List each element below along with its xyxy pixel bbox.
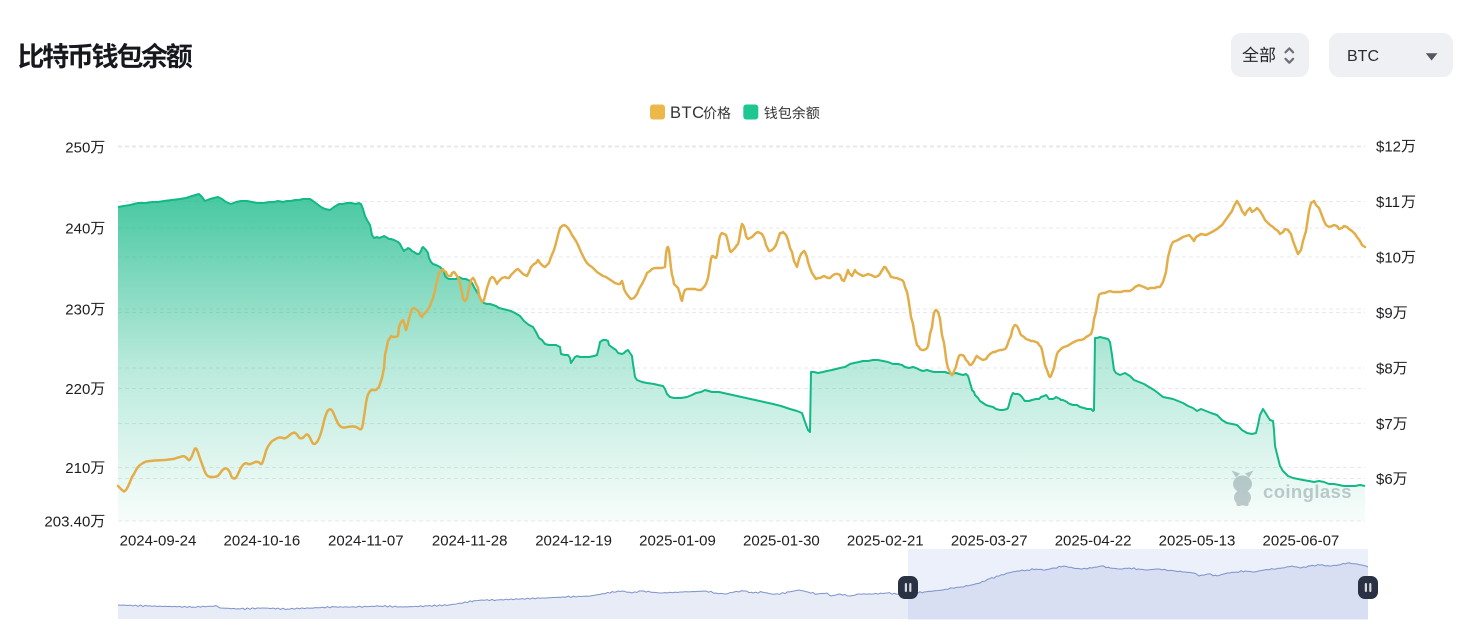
svg-text:2025-01-30: 2025-01-30 <box>743 533 820 550</box>
svg-text:240: 240 <box>65 220 90 237</box>
svg-text:$11: $11 <box>1376 194 1400 211</box>
svg-text:2024-11-07: 2024-11-07 <box>328 533 404 550</box>
svg-text:210: 210 <box>65 460 90 477</box>
svg-text:$8: $8 <box>1376 360 1393 377</box>
svg-text:$9: $9 <box>1376 305 1393 322</box>
svg-text:230: 230 <box>65 301 90 318</box>
svg-text:$10: $10 <box>1376 249 1401 266</box>
svg-text:2024-12-19: 2024-12-19 <box>535 533 612 550</box>
svg-text:2024-10-16: 2024-10-16 <box>224 533 301 550</box>
svg-text:2025-06-07: 2025-06-07 <box>1263 533 1340 550</box>
svg-text:2024-09-24: 2024-09-24 <box>120 533 197 550</box>
svg-text:BTC: BTC <box>670 104 705 122</box>
svg-text:250: 250 <box>65 139 90 156</box>
svg-text:2025-02-21: 2025-02-21 <box>847 533 924 550</box>
svg-text:$12: $12 <box>1376 138 1401 155</box>
svg-text:$7: $7 <box>1376 416 1393 433</box>
svg-text:2025-01-09: 2025-01-09 <box>639 533 716 550</box>
svg-text:2024-11-28: 2024-11-28 <box>432 533 508 550</box>
svg-text:220: 220 <box>65 381 90 398</box>
svg-text:2025-05-13: 2025-05-13 <box>1159 533 1236 550</box>
svg-text:BTC: BTC <box>1347 48 1379 65</box>
svg-text:203.40: 203.40 <box>44 513 90 530</box>
svg-text:2025-03-27: 2025-03-27 <box>951 533 1028 550</box>
svg-text:$6: $6 <box>1376 471 1393 488</box>
svg-text:2025-04-22: 2025-04-22 <box>1055 533 1132 550</box>
